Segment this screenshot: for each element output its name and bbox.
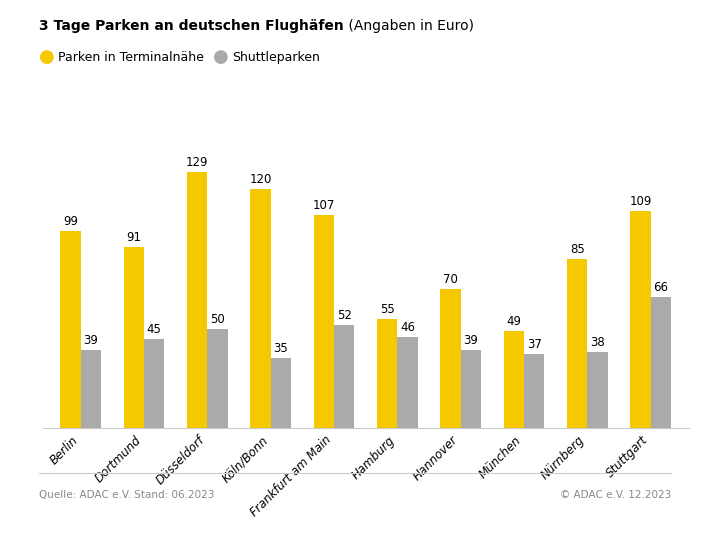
Text: 55: 55 xyxy=(380,303,395,316)
Text: 70: 70 xyxy=(443,273,458,286)
Text: 120: 120 xyxy=(249,173,272,186)
Text: ●: ● xyxy=(213,48,229,66)
Text: 99: 99 xyxy=(63,215,78,228)
Text: © ADAC e.V. 12.2023: © ADAC e.V. 12.2023 xyxy=(559,490,671,500)
Text: 109: 109 xyxy=(629,195,652,208)
Text: 38: 38 xyxy=(590,337,605,349)
Bar xyxy=(251,189,271,428)
Bar xyxy=(503,331,524,428)
Bar xyxy=(207,328,228,428)
Bar xyxy=(398,337,417,428)
Text: 45: 45 xyxy=(147,323,161,335)
Bar xyxy=(60,231,81,428)
Bar xyxy=(567,259,587,428)
Text: 39: 39 xyxy=(464,334,479,347)
Bar xyxy=(650,297,671,428)
Text: Quelle: ADAC e.V. Stand: 06.2023: Quelle: ADAC e.V. Stand: 06.2023 xyxy=(39,490,214,500)
Bar xyxy=(461,350,481,428)
Text: 39: 39 xyxy=(83,334,98,347)
Text: 66: 66 xyxy=(653,281,668,294)
Bar xyxy=(440,289,461,428)
Bar xyxy=(187,172,207,428)
Text: 37: 37 xyxy=(527,339,542,351)
Bar xyxy=(630,211,650,428)
Text: 49: 49 xyxy=(506,315,521,327)
Bar xyxy=(587,353,608,428)
Text: ●: ● xyxy=(39,48,55,66)
Bar xyxy=(524,354,545,428)
Bar xyxy=(377,319,398,428)
Text: 35: 35 xyxy=(273,342,288,355)
Text: 85: 85 xyxy=(570,243,584,256)
Text: Shuttleparken: Shuttleparken xyxy=(232,51,320,64)
Bar xyxy=(334,325,354,428)
Text: 50: 50 xyxy=(210,312,225,326)
Text: 107: 107 xyxy=(312,199,335,212)
Text: (Angaben in Euro): (Angaben in Euro) xyxy=(344,19,474,33)
Bar xyxy=(81,350,101,428)
Bar xyxy=(144,339,164,428)
Bar xyxy=(314,215,334,428)
Text: 3 Tage Parken an deutschen Flughäfen: 3 Tage Parken an deutschen Flughäfen xyxy=(39,19,344,33)
Bar xyxy=(124,247,144,428)
Text: 52: 52 xyxy=(337,309,351,322)
Text: 129: 129 xyxy=(186,156,209,169)
Text: 91: 91 xyxy=(126,231,141,244)
Text: Parken in Terminalnähe: Parken in Terminalnähe xyxy=(58,51,204,64)
Text: 46: 46 xyxy=(400,320,415,333)
Bar xyxy=(271,358,291,428)
